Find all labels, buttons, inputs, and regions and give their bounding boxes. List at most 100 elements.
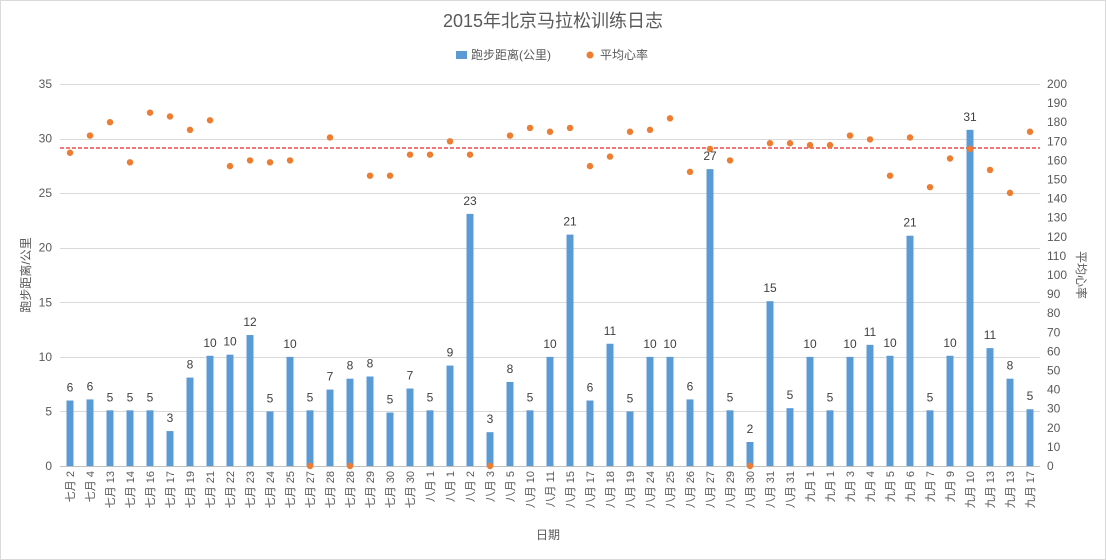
distance-bar xyxy=(986,348,994,466)
distance-bar xyxy=(466,213,474,466)
bar-data-label: 5 xyxy=(127,390,134,404)
x-tick-label: 九月 4 xyxy=(864,471,877,502)
heart-rate-point xyxy=(226,162,234,170)
bar-data-label: 21 xyxy=(563,215,577,229)
x-tick-label: 七月 4 xyxy=(84,471,97,502)
x-tick-label: 九月 6 xyxy=(904,471,917,502)
x-tick-label: 七月 13 xyxy=(104,471,117,508)
heart-rate-point xyxy=(726,157,734,164)
heart-rate-point xyxy=(206,117,214,124)
bar-data-label: 8 xyxy=(507,362,514,376)
bar-data-label: 31 xyxy=(963,110,977,124)
bar-data-label: 8 xyxy=(367,357,374,371)
heart-rate-point xyxy=(766,140,774,147)
bar-data-label: 11 xyxy=(984,328,997,342)
bar-data-label: 5 xyxy=(527,390,534,404)
distance-bar xyxy=(586,400,594,466)
bar-data-label: 5 xyxy=(147,390,154,404)
heart-rate-point xyxy=(686,168,694,176)
bar-data-label: 15 xyxy=(763,281,777,295)
bar-data-label: 5 xyxy=(307,390,314,404)
bar-data-label: 12 xyxy=(243,315,257,329)
bar-data-label: 21 xyxy=(903,216,917,230)
right-axis-ticks: 0 10 20 30 40 50 60 70 80 90 100 110 120 130 140 150 160… xyxy=(1047,77,1067,473)
x-tick-label: 七月 25 xyxy=(284,471,297,508)
left-tick-label: 35 xyxy=(39,77,53,91)
heart-rate-point xyxy=(186,126,194,134)
heart-rate-point xyxy=(986,166,994,174)
right-tick-label: 190 xyxy=(1047,96,1067,110)
heart-rate-point xyxy=(866,136,874,143)
x-tick-label: 八月 2 xyxy=(465,471,477,502)
x-tick-label: 九月 13 xyxy=(1004,471,1017,508)
distance-bar xyxy=(526,410,534,466)
chart-title: 2015年北京马拉松训练日志 xyxy=(443,11,663,31)
distance-bar xyxy=(686,399,694,466)
right-tick-label: 160 xyxy=(1047,153,1067,167)
distance-bar xyxy=(126,410,134,466)
bar-data-label: 10 xyxy=(943,336,957,350)
heart-rate-point xyxy=(126,159,134,166)
bar-data-label: 10 xyxy=(883,336,897,350)
distance-bar xyxy=(406,388,414,466)
right-tick-label: 180 xyxy=(1047,115,1067,129)
right-tick-label: 40 xyxy=(1047,383,1061,397)
x-tick-label: 八月 18 xyxy=(605,471,617,508)
bar-data-label: 5 xyxy=(727,390,734,404)
heart-rate-point xyxy=(286,157,294,164)
heart-rate-point xyxy=(166,113,174,120)
distance-bar xyxy=(346,378,354,466)
x-tick-label: 七月 30 xyxy=(404,471,417,508)
bar-data-label: 10 xyxy=(803,337,817,351)
x-tick-label: 八月 26 xyxy=(685,471,697,508)
x-tick-label: 九月 13 xyxy=(984,471,997,508)
bar-data-label: 8 xyxy=(347,359,354,373)
bar-data-label: 10 xyxy=(643,337,657,351)
bar-data-label: 10 xyxy=(543,337,557,351)
x-tick-label: 七月 21 xyxy=(204,471,217,508)
bar-data-label: 3 xyxy=(487,412,494,426)
left-tick-label: 20 xyxy=(39,241,53,255)
heart-rate-point xyxy=(906,134,914,141)
right-tick-label: 30 xyxy=(1047,402,1061,416)
distance-bar xyxy=(106,410,114,466)
distance-bar xyxy=(366,376,374,466)
distance-bar xyxy=(646,356,654,466)
right-tick-label: 110 xyxy=(1047,249,1066,263)
heart-rate-point xyxy=(146,109,154,116)
distance-bar xyxy=(706,169,714,467)
distance-bar xyxy=(746,441,754,466)
left-axis-ticks: 0 5 10 15 20 25 30 35 xyxy=(39,77,53,473)
distance-bar xyxy=(546,356,554,466)
bar-data-label: 10 xyxy=(663,337,677,351)
heart-rate-point xyxy=(246,157,254,164)
heart-rate-point xyxy=(66,149,74,156)
distance-bar xyxy=(806,356,814,466)
heart-rate-point xyxy=(826,141,834,149)
bar-data-label: 7 xyxy=(407,369,414,383)
distance-bar xyxy=(186,377,194,466)
x-tick-label: 七月 27 xyxy=(304,471,317,508)
bar-data-label: 6 xyxy=(687,379,694,393)
heart-rate-point xyxy=(266,159,274,166)
heart-rate-point xyxy=(106,119,114,126)
x-tick-label: 七月 2 xyxy=(64,471,77,502)
distance-bar xyxy=(486,432,494,466)
legend-marker-heart-rate xyxy=(586,51,594,59)
distance-bar xyxy=(606,343,614,466)
distance-bar xyxy=(666,356,674,466)
legend-label-heart-rate: 平均心率 xyxy=(600,47,648,62)
left-tick-label: 5 xyxy=(45,404,52,418)
legend-swatch-distance xyxy=(456,51,467,59)
heart-rate-point xyxy=(446,138,454,145)
heart-rate-point xyxy=(706,145,714,153)
x-axis-ticks: 七月 2 七月 4 七月 13 七月 14 七月 16 七月 17 七月 19 七月 21 七月… xyxy=(64,471,1037,508)
x-tick-label: 八月 19 xyxy=(625,471,637,508)
distance-bars xyxy=(66,129,1034,467)
heart-rate-point xyxy=(306,462,314,470)
distance-bar xyxy=(886,355,894,466)
bar-data-label: 11 xyxy=(604,324,617,338)
heart-rate-point xyxy=(586,162,594,170)
right-tick-label: 120 xyxy=(1047,230,1067,244)
heart-rate-point xyxy=(546,128,554,135)
